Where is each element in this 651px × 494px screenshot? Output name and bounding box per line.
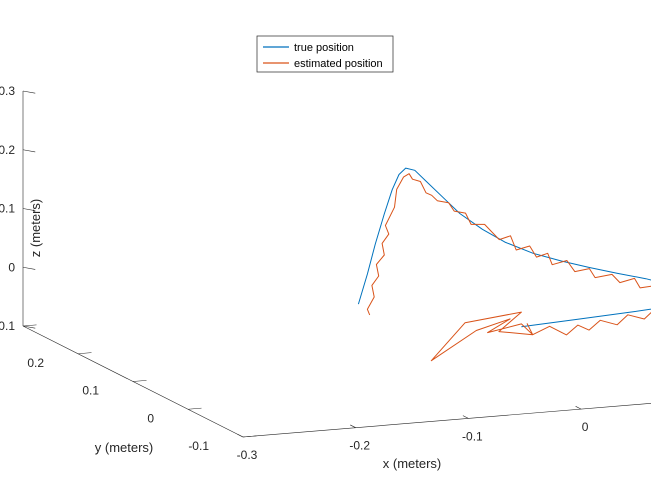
z-axis-label: z (meters) [28, 199, 43, 258]
z-tick-label: 0.2 [0, 143, 15, 157]
z-tick-label: 0.1 [0, 202, 15, 216]
x-tick-mark [462, 415, 469, 419]
x-tick-mark [350, 424, 356, 428]
z-tick-label: 0 [8, 260, 15, 274]
x-axis-label: x (meters) [383, 456, 442, 471]
labels-group: x (meters) y (meters) z (meters) [28, 199, 441, 471]
series-line-true-position [357, 167, 651, 328]
x-tick-label: -0.2 [349, 439, 370, 453]
y-tick-mark [187, 407, 202, 410]
x-axis-line [242, 403, 651, 438]
z-tick-mark [22, 90, 36, 94]
z-tick-mark [22, 208, 36, 212]
legend-label-true-position: true position [294, 42, 354, 54]
x-tick-label: 0 [582, 420, 589, 434]
y-tick-mark [132, 380, 147, 382]
z-tick-label: -0.1 [0, 319, 15, 333]
legend-box [256, 35, 394, 73]
y-tick-label: 0 [147, 411, 154, 425]
y-tick-label: -0.1 [188, 439, 209, 453]
y-axis-label: y (meters) [95, 440, 154, 455]
series-line-estimated-position [366, 173, 651, 362]
y-tick-mark [77, 352, 92, 355]
axes-group: -0.3-0.2-0.100.10.20.3-0.100.10.20.3-0.1… [0, 84, 651, 462]
x-tick-label: -0.1 [462, 429, 483, 443]
y-tick-label: 0.1 [82, 384, 99, 398]
legend-label-estimated-position: estimated position [294, 58, 383, 70]
series-group [357, 167, 651, 362]
y-tick-mark [22, 324, 37, 327]
x-tick-mark [575, 406, 582, 410]
z-tick-mark [22, 149, 36, 153]
z-tick-mark [22, 325, 36, 329]
x-tick-label: -0.3 [237, 448, 258, 462]
legend: true position estimated position [256, 35, 394, 73]
z-tick-label: 0.3 [0, 84, 15, 98]
y-tick-label: 0.2 [27, 356, 44, 370]
z-tick-mark [22, 266, 36, 270]
x-tick-mark [237, 433, 244, 438]
y-tick-mark [242, 435, 257, 438]
